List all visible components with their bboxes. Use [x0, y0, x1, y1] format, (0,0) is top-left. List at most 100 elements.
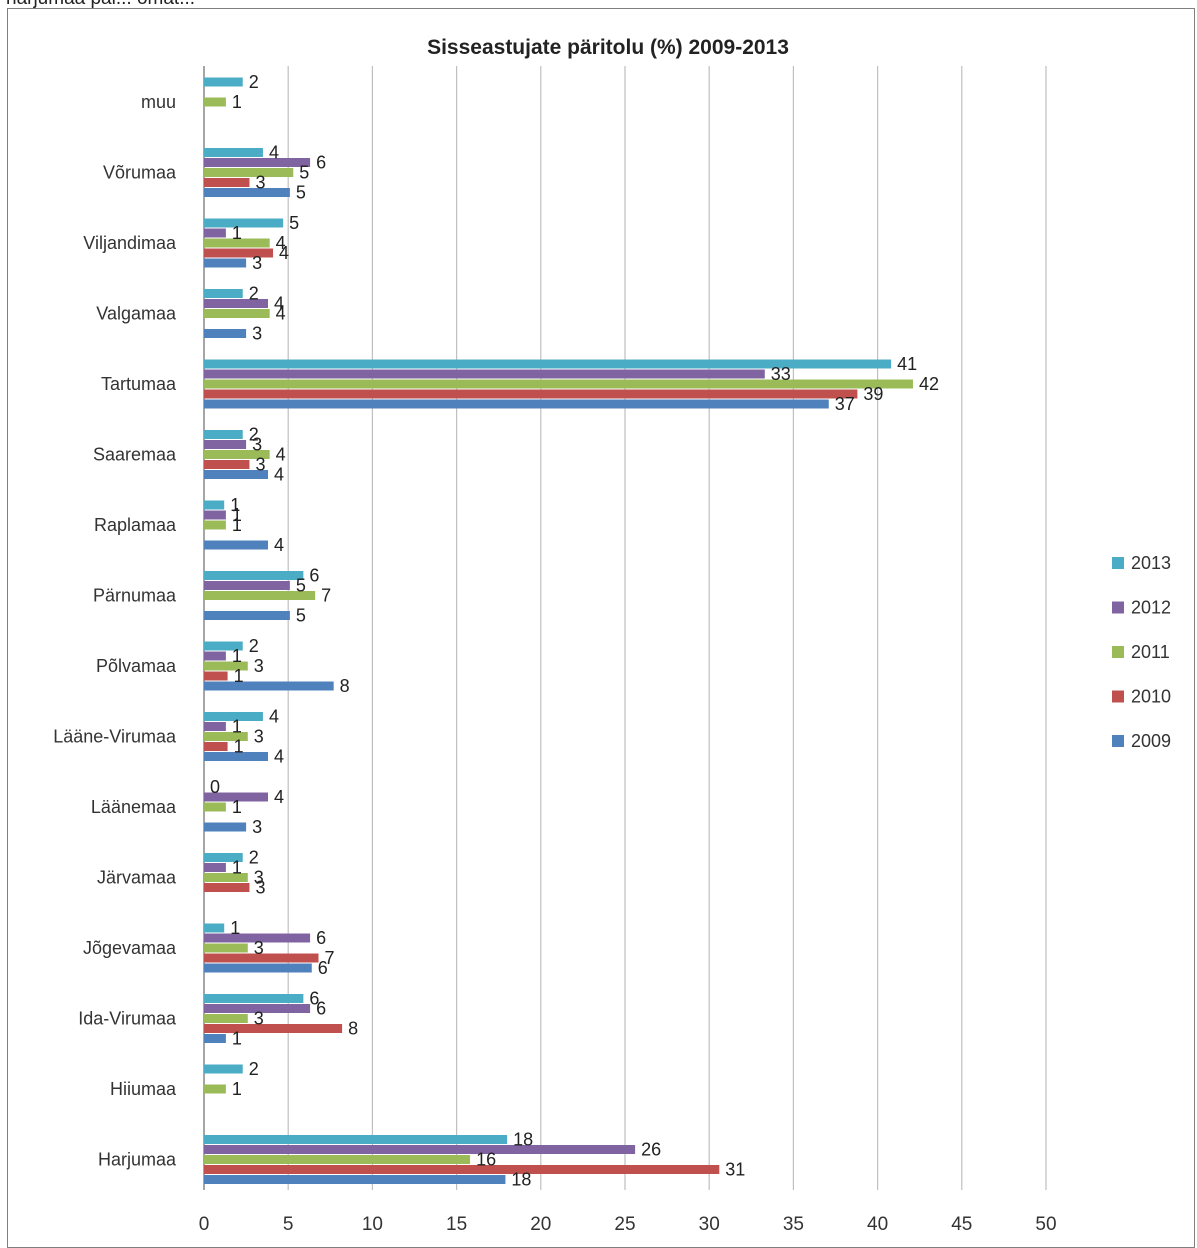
bar-2009	[204, 188, 290, 197]
data-label: 2	[249, 284, 259, 304]
bar-2009	[204, 1034, 226, 1043]
bar-2009	[204, 1175, 506, 1184]
data-label: 4	[274, 465, 284, 485]
bar-2011	[204, 661, 248, 671]
bar-2012	[204, 792, 268, 802]
data-label: 8	[340, 676, 350, 696]
data-label: 42	[919, 374, 939, 394]
bar-2012	[204, 1145, 636, 1154]
bar-2013	[204, 289, 243, 298]
bar-2011	[204, 591, 316, 600]
data-label: 18	[513, 1130, 533, 1150]
data-label: 2	[249, 425, 259, 445]
legend-swatch	[1112, 557, 1124, 569]
data-label: 4	[269, 143, 279, 163]
bar-2013	[204, 77, 243, 87]
category-label: Ida-Virumaa	[78, 1009, 177, 1029]
category-label: Hiiumaa	[110, 1079, 177, 1099]
data-label: 6	[316, 928, 326, 948]
data-label: 16	[476, 1150, 496, 1170]
category-label: Lääne-Virumaa	[53, 727, 177, 747]
bar-2011	[204, 1155, 471, 1164]
data-label: 7	[321, 586, 331, 606]
bar-2013	[204, 641, 243, 651]
bar-2013	[204, 712, 263, 721]
bar-2011	[204, 802, 226, 812]
legend-label: 2010	[1131, 687, 1171, 707]
bar-2010	[204, 178, 250, 187]
data-label: 4	[269, 707, 279, 727]
bar-2011	[204, 379, 913, 389]
legend-swatch	[1112, 601, 1124, 614]
bar-2012	[204, 299, 268, 308]
bar-2013	[204, 218, 284, 228]
category-label: Harjumaa	[98, 1150, 177, 1170]
data-label: 3	[254, 727, 264, 747]
data-label: 41	[897, 354, 917, 374]
data-label: 6	[316, 153, 326, 173]
bar-2011	[204, 238, 270, 248]
legend: 2013 2012 2011 2010 2009	[1112, 553, 1171, 751]
bar-2013	[204, 994, 304, 1003]
legend-swatch	[1112, 690, 1124, 703]
bar-2011	[204, 450, 270, 459]
data-label: 3	[252, 817, 262, 837]
data-label: 4	[274, 294, 284, 314]
bar-2010	[204, 883, 250, 892]
data-label: 2	[249, 636, 259, 656]
data-label: 5	[296, 183, 306, 203]
bar-2011	[204, 97, 226, 107]
legend-swatch	[1112, 646, 1124, 658]
data-label: 5	[289, 213, 299, 233]
data-label: 1	[232, 223, 242, 243]
legend-label: 2011	[1131, 642, 1170, 662]
category-label: Raplamaa	[94, 515, 177, 535]
bar-2012	[204, 369, 765, 379]
legend-label: 2013	[1131, 553, 1171, 573]
bar-2010	[204, 742, 228, 751]
x-tick-label: 25	[614, 1214, 635, 1232]
data-label: 4	[276, 304, 286, 324]
bar-2013	[204, 359, 892, 369]
bar-2010	[204, 460, 250, 469]
bar-2013	[204, 853, 243, 862]
bar-2010	[204, 248, 274, 258]
data-label: 1	[232, 1029, 242, 1049]
data-label: 6	[309, 566, 319, 586]
data-label: 8	[348, 1019, 358, 1039]
bar-2012	[204, 863, 226, 872]
bar-2011	[204, 1014, 248, 1023]
data-label: 1	[232, 1079, 242, 1099]
legend-swatch	[1112, 735, 1124, 747]
x-tick-label: 30	[699, 1214, 720, 1232]
legend-label: 2009	[1131, 731, 1171, 751]
data-label: 1	[232, 858, 242, 878]
data-label: 1	[232, 92, 242, 112]
bars	[204, 77, 913, 1184]
bar-2012	[204, 158, 311, 167]
bar-2009	[204, 470, 268, 479]
x-axis-ticks: 0 5 10 15 20 25 30 35 40 45 50	[199, 1214, 1057, 1232]
bar-2011	[204, 1084, 226, 1094]
data-label: 6	[316, 999, 326, 1019]
data-label: 1	[232, 505, 242, 525]
data-label: 0	[210, 777, 220, 797]
category-label: Jõgevamaa	[83, 938, 177, 958]
data-label: 6	[309, 989, 319, 1009]
data-label: 3	[254, 1009, 264, 1029]
bar-2009	[204, 329, 247, 338]
data-label: 4	[279, 243, 289, 263]
data-label: 2	[249, 72, 259, 92]
x-tick-label: 0	[199, 1214, 210, 1232]
bar-2009	[204, 258, 247, 268]
bar-2012	[204, 1004, 311, 1013]
bar-2011	[204, 520, 226, 530]
data-label: 3	[254, 656, 264, 676]
x-tick-label: 5	[283, 1214, 294, 1232]
category-label: Viljandimaa	[83, 233, 177, 253]
data-label: 3	[252, 324, 262, 344]
bar-2009	[204, 963, 312, 973]
bar-2013	[204, 571, 304, 580]
category-label: Võrumaa	[103, 163, 177, 183]
bar-2009	[204, 540, 268, 550]
